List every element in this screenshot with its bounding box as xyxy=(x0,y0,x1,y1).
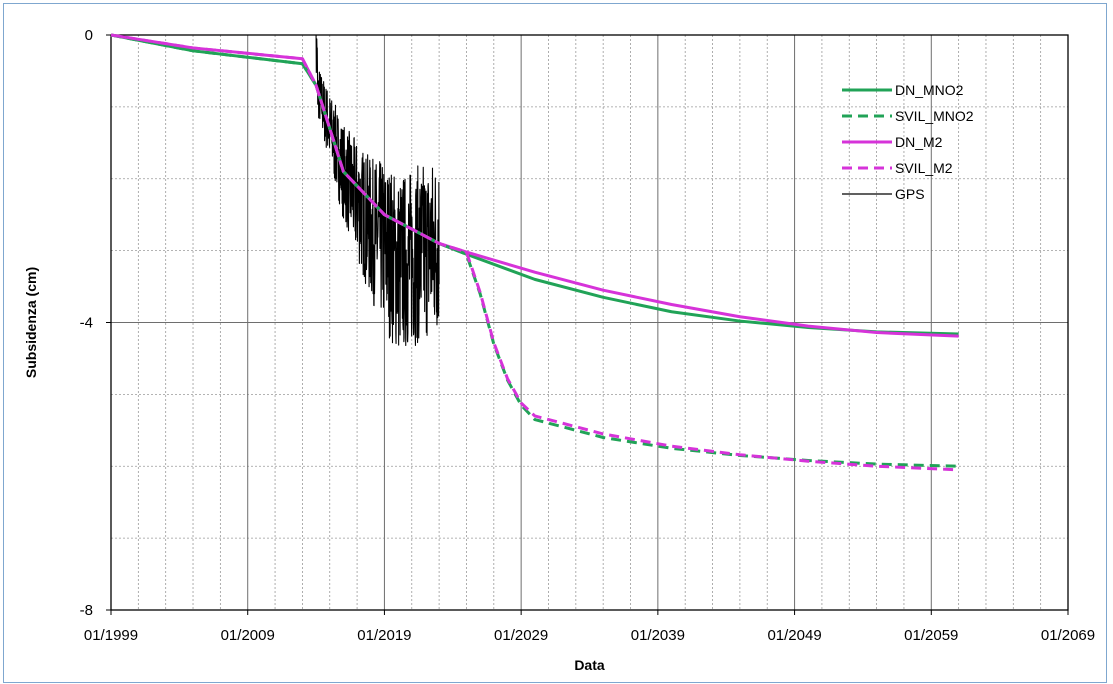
legend-label: SVIL_MNO2 xyxy=(895,108,974,124)
grid-major xyxy=(111,35,1068,610)
legend-label: GPS xyxy=(895,186,925,202)
series-layer xyxy=(110,33,959,472)
x-tick-label: 01/2009 xyxy=(221,627,275,644)
x-tick-label: 01/2039 xyxy=(631,627,685,644)
legend-label: DN_MNO2 xyxy=(895,82,964,98)
x-tick-label: 01/2059 xyxy=(904,627,958,644)
x-tick-label: 01/2049 xyxy=(767,627,821,644)
y-tick-label: -8 xyxy=(80,602,93,619)
x-tick-label: 01/2069 xyxy=(1041,627,1095,644)
x-tick-label: 01/2029 xyxy=(494,627,548,644)
y-tick-label: 0 xyxy=(85,27,93,44)
grid-minor xyxy=(111,35,1068,610)
legend: DN_MNO2 SVIL_MNO2 DN_M2 SVIL_M2 GPS xyxy=(842,82,974,202)
legend-label: SVIL_M2 xyxy=(895,160,953,176)
legend-label: DN_M2 xyxy=(895,134,943,150)
y-axis-label: Subsidenza (cm) xyxy=(23,267,39,378)
x-tick-label: 01/2019 xyxy=(357,627,411,644)
chart-frame xyxy=(3,3,1107,683)
ticks-layer: 01/1999 01/2009 01/2019 01/2029 01/2039 01/20… xyxy=(80,27,1095,644)
x-tick-label: 01/1999 xyxy=(84,627,138,644)
series-line-dn-m2 xyxy=(110,33,959,338)
series-line-svil-m2 xyxy=(110,33,959,472)
x-axis-label: Data xyxy=(574,657,605,673)
y-tick-label: -4 xyxy=(80,315,93,332)
series-line-gps xyxy=(315,34,440,347)
series-line-dn-mno2 xyxy=(110,33,959,336)
